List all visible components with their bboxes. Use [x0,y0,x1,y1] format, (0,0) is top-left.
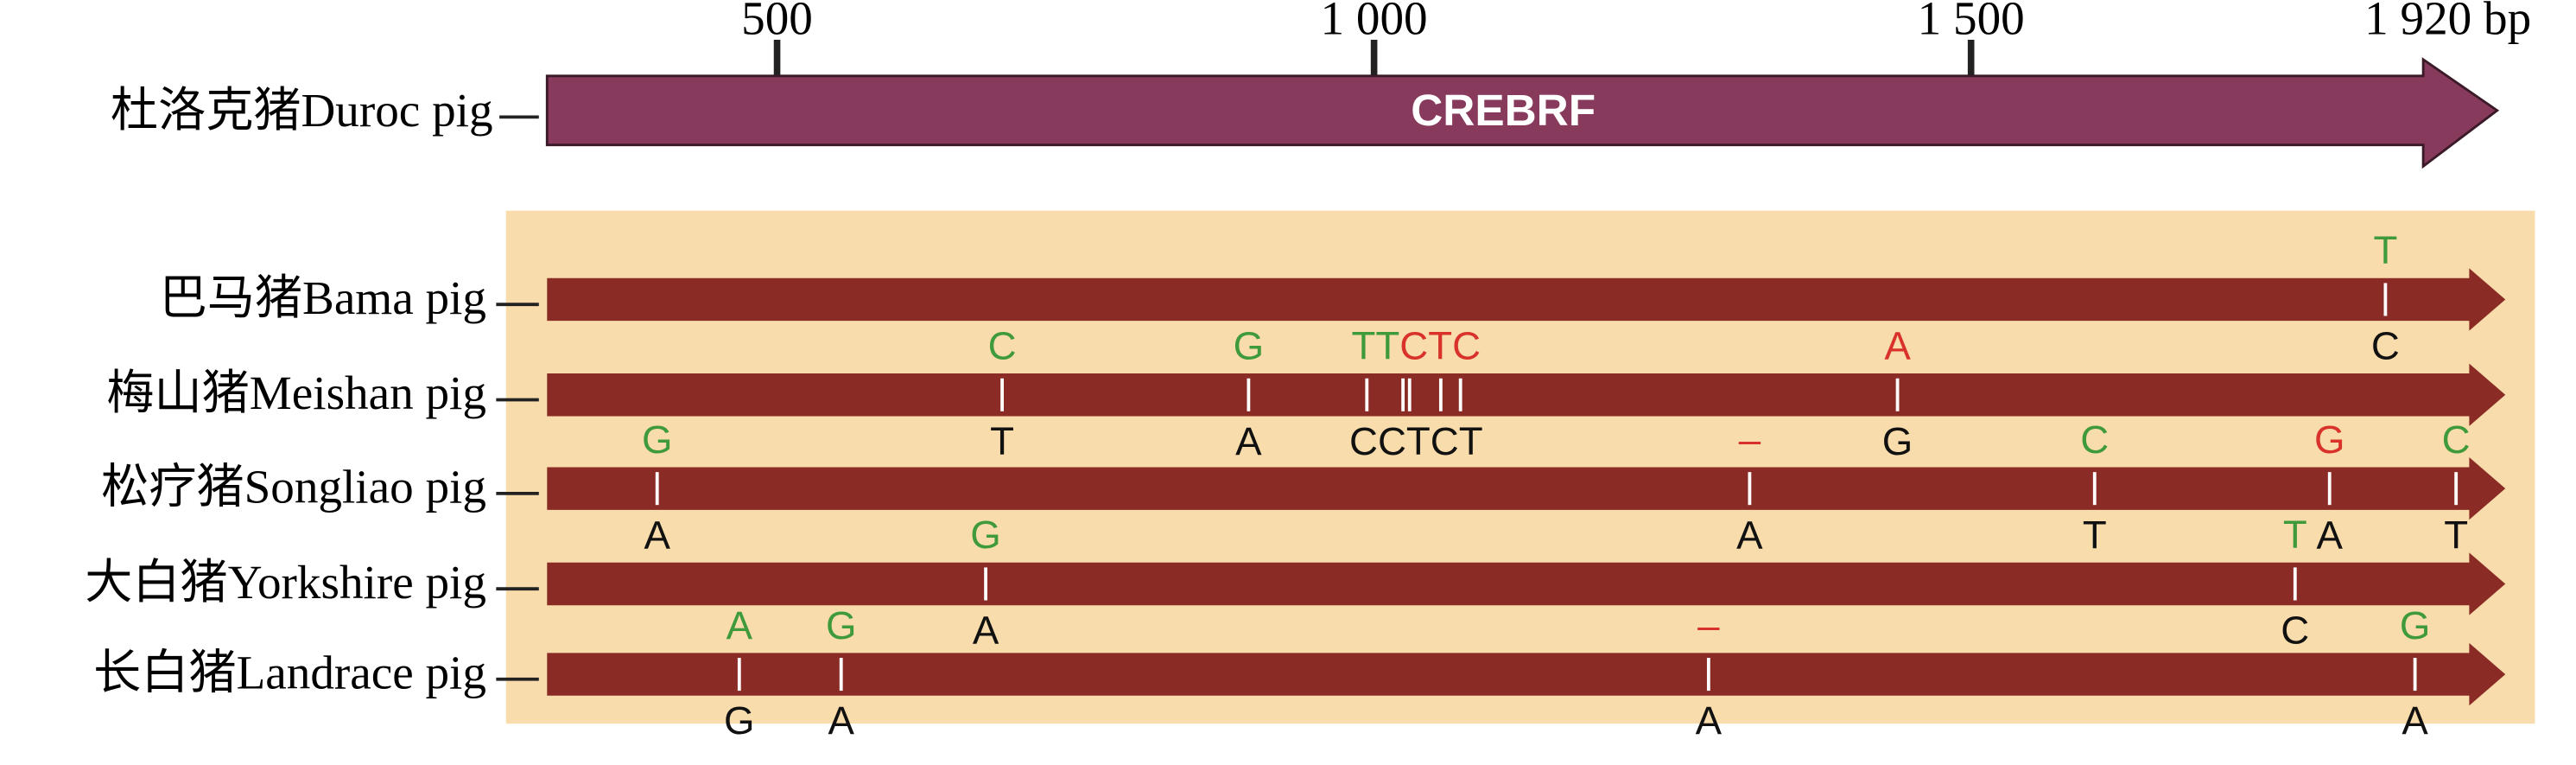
variant-top: G [970,513,1001,557]
variant-allele: T [2283,513,2307,557]
scale-label: 1 920 bp [2364,0,2531,45]
gene-name: CREBRF [1411,86,1596,135]
variant-top: G [826,603,856,647]
scale-label: 500 [741,0,813,45]
variant-bottom: A [2317,513,2344,557]
variant-bottom: A [2402,698,2428,743]
breed-label: 松疗猪Songliao pig [101,461,486,513]
variant-allele: G [642,418,672,462]
variant-allele: C [988,324,1017,368]
breed-label: 梅山猪Meishan pig [106,367,486,419]
variant-bottom: G [724,698,755,743]
variant-allele: TT [1352,324,1400,368]
reference-label: 杜洛克猪Duroc pig [111,84,493,137]
breed-arrow [547,552,2506,615]
breed-arrow [547,268,2506,331]
breed-arrow [547,642,2506,706]
variant-allele: G [826,603,856,647]
variant-allele: G [970,513,1001,557]
variant-top: G [2314,418,2344,462]
variant-top: A [726,603,753,647]
variant-top: T [2373,228,2397,272]
breed-arrow [547,363,2506,426]
variant-allele: – [1739,418,1761,462]
scale-label: 1 000 [1321,0,1428,45]
breed-arrow [547,457,2506,520]
variant-allele: C [2080,418,2109,462]
variant-top: A [1884,324,1911,368]
variant-bottom: A [973,609,999,653]
variant-allele: G [1234,324,1265,368]
scale-label: 1 500 [1918,0,2025,45]
variant-allele: A [726,603,753,647]
variant-allele: T [2373,228,2397,272]
breed-label: 长白猪Landrace pig [93,647,486,699]
variant-top: – [1739,418,1761,462]
variant-bottom: CCTCT [1349,419,1483,463]
variant-allele: A [1884,324,1911,368]
breed-label: 巴马猪Bama pig [160,271,486,324]
variant-bottom: G [1882,419,1913,463]
variant-bottom: C [2281,609,2309,653]
reference-arrow [545,57,2500,169]
breed-label: 大白猪Yorkshire pig [85,556,486,609]
variant-bottom: T [2083,513,2107,557]
variant-allele: – [1697,603,1720,647]
variant-top: TTCTC [1352,324,1482,368]
variant-allele: CTC [1399,324,1481,368]
variant-bottom: A [1736,513,1763,557]
variant-top: G [1234,324,1265,368]
variant-bottom: A [1235,419,1262,463]
variant-top: G [642,418,672,462]
variant-allele: G [2400,603,2430,647]
variant-bottom: A [1696,698,1723,743]
variant-top: C [2080,418,2109,462]
variant-bottom: A [828,698,854,743]
variant-top: – [1697,603,1720,647]
variant-allele: G [2314,418,2344,462]
variant-bottom: T [990,419,1014,463]
variant-allele: C [2442,418,2471,462]
variant-bottom: C [2371,324,2400,368]
variant-top: G [2400,603,2430,647]
variant-top: C [988,324,1017,368]
variant-bottom: A [644,513,670,557]
variant-bottom: T [2444,513,2468,557]
variant-top: C [2442,418,2471,462]
variant-top: T [2283,513,2307,557]
